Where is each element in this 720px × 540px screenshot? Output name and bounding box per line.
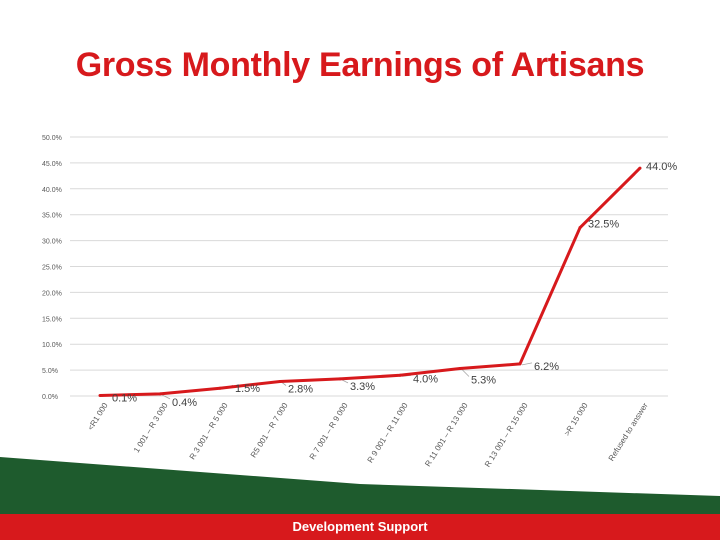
- data-point: [398, 373, 402, 377]
- x-tick-label: R 11 001 – R 13 000: [423, 401, 470, 468]
- label-leader-line: [281, 382, 287, 386]
- gridlines: [70, 136, 668, 397]
- label-leader-line: [341, 379, 349, 384]
- data-label: 44.0%: [646, 161, 677, 173]
- data-point: [338, 377, 342, 381]
- label-leader-line: [461, 369, 470, 377]
- y-tick-label: 50.0%: [42, 135, 62, 142]
- x-tick-label: <R1 000: [86, 401, 110, 432]
- x-tick-label: >R 15 000: [562, 401, 590, 438]
- data-label: 1.5%: [235, 383, 260, 395]
- y-tick-label: 40.0%: [42, 187, 62, 194]
- y-tick-label: 30.0%: [42, 239, 62, 246]
- y-axis-ticks: 0.0% 5.0% 10.0% 15.0% 20.0% 25.0% 30.0% 35.0% 40…: [42, 135, 62, 401]
- x-tick-label: R 9 001 – R 11 000: [366, 401, 410, 465]
- data-point: [218, 386, 222, 390]
- y-tick-label: 45.0%: [42, 161, 62, 168]
- data-label: 32.5%: [588, 219, 619, 231]
- data-point: [518, 362, 522, 366]
- y-tick-label: 10.0%: [42, 342, 62, 349]
- data-label: 0.1%: [112, 392, 137, 404]
- x-tick-label: R 3 001 – R 5 000: [188, 401, 230, 461]
- data-label: 4.0%: [413, 373, 438, 385]
- data-label: 6.2%: [534, 361, 559, 373]
- y-tick-label: 20.0%: [42, 290, 62, 297]
- chart-title: Gross Monthly Earnings of Artisans: [75, 46, 645, 84]
- data-point: [98, 393, 102, 397]
- x-tick-label: R5 001 – R 7 000: [249, 401, 290, 459]
- data-point: [278, 379, 282, 383]
- footer-label: Development Support: [292, 519, 428, 534]
- x-tick-label: R 13 001 – R 15 000: [483, 401, 530, 469]
- data-point: [578, 226, 582, 230]
- x-tick-label: R 7 001 – R 9 000: [308, 401, 350, 461]
- y-tick-label: 25.0%: [42, 265, 62, 272]
- series-line: [99, 167, 642, 397]
- data-point: [158, 392, 162, 396]
- y-tick-label: 15.0%: [42, 316, 62, 323]
- data-point: [638, 166, 642, 170]
- label-leader-line: [161, 394, 171, 400]
- footer-stripe: [0, 452, 720, 496]
- y-tick-label: 5.0%: [42, 368, 58, 375]
- label-leader-line: [521, 362, 533, 366]
- x-tick-label: Refused to answer: [607, 401, 650, 463]
- x-axis-ticks: <R1 000 1 001 – R 3 000 R 3 001 – R 5 000 R…: [86, 401, 650, 469]
- footer-bar: Development Support: [0, 514, 720, 540]
- data-label: 3.3%: [350, 381, 375, 393]
- x-tick-label: 1 001 – R 3 000: [132, 401, 170, 455]
- data-label: 0.4%: [172, 397, 197, 409]
- data-label: 2.8%: [288, 383, 313, 395]
- data-point: [458, 367, 462, 371]
- y-tick-label: 35.0%: [42, 213, 62, 220]
- data-label: 5.3%: [471, 375, 496, 387]
- data-labels: 0.1% 0.4% 1.5% 2.8% 3.3% 4.0% 5.3% 6.2% 32.5% 44.…: [112, 161, 677, 409]
- y-tick-label: 0.0%: [42, 394, 58, 401]
